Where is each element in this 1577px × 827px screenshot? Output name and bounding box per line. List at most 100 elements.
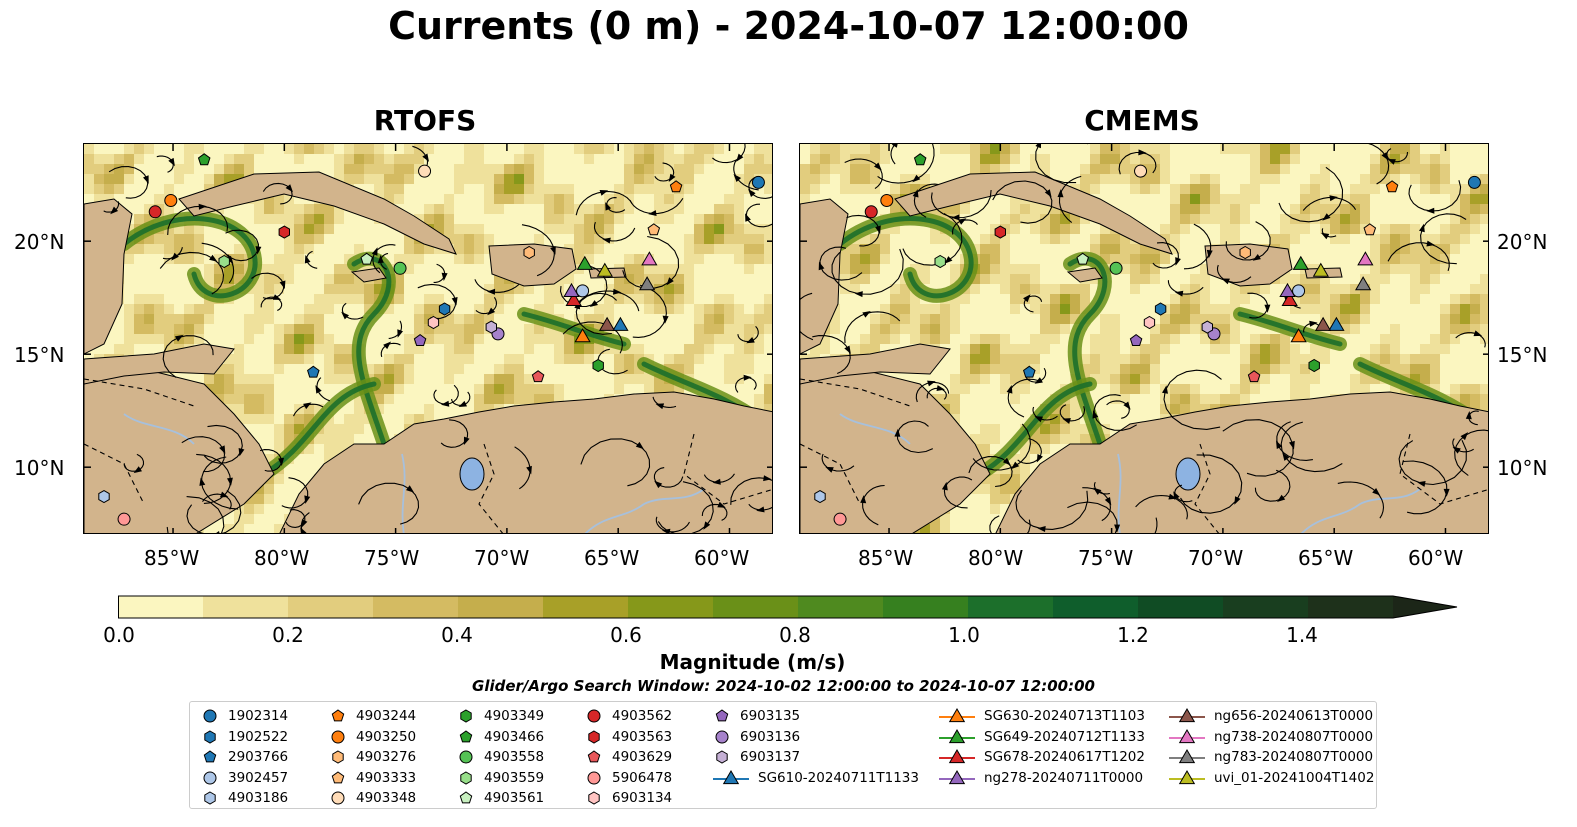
legend-marker — [332, 750, 344, 764]
streamline-arrow — [1419, 223, 1425, 233]
streamline-arrow — [383, 341, 392, 350]
streamline-arrow — [143, 175, 149, 184]
argo-float-1902314 — [1467, 175, 1481, 189]
streamline-arrow — [875, 225, 881, 234]
legend-item: uvi_01-20241004T1402 — [1168, 768, 1374, 788]
colorbar-segment — [713, 596, 799, 618]
legend: 1902314 1902522 2903766 3902457 4903186 49032… — [189, 701, 1377, 809]
map-panel-rtofs — [83, 143, 773, 534]
strong-current-bands — [117, 211, 771, 481]
streamline-arrow — [662, 315, 669, 324]
streamline-arrow — [733, 174, 742, 182]
streamline-arrow — [1006, 385, 1013, 394]
legend-label: ng656-20240613T0000 — [1214, 708, 1374, 724]
legend-marker — [948, 728, 966, 743]
colorbar-gradient — [118, 595, 1458, 619]
axis-ticks — [800, 144, 1488, 533]
streamline-arrow — [1168, 493, 1177, 500]
legend-marker-hexagon-icon — [204, 729, 216, 744]
streamline-arrow — [1036, 454, 1043, 463]
glider-SG678-20240617T1202 — [565, 291, 582, 306]
legend-marker — [587, 709, 601, 723]
lat-tick-label: 20°N — [1497, 230, 1548, 254]
argo-float-1902314 — [751, 175, 765, 189]
panel-title-rtofs: RTOFS — [373, 104, 477, 137]
legend-item: 6903135 — [712, 706, 800, 726]
legend-marker — [203, 750, 217, 763]
streamline-arrow — [304, 255, 311, 264]
colorbar-segment — [203, 596, 289, 618]
streamline-arrow — [745, 213, 751, 222]
streamline-arrow — [209, 254, 218, 262]
streamline-arrow — [756, 506, 765, 513]
streamline-arrow — [1092, 410, 1099, 419]
streamline-arrow — [441, 400, 450, 407]
colorbar-tick-label: 0.4 — [441, 623, 473, 647]
legend-marker — [1178, 728, 1196, 743]
legend-item: ng783-20240807T0000 — [1168, 747, 1373, 767]
colorbar-segment — [1138, 596, 1224, 618]
legend-item: 4903562 — [584, 706, 672, 726]
glider-SG630-20240713T1103 — [1290, 328, 1307, 343]
search-window-caption: Glider/Argo Search Window: 2024-10-02 12… — [472, 677, 1095, 695]
streamline-arrow — [171, 252, 179, 261]
argo-float-4903561 — [1076, 252, 1089, 265]
argo-float-4903348 — [1134, 164, 1148, 178]
streamline-arrow — [746, 337, 755, 344]
streamline-arrow — [1162, 385, 1168, 394]
legend-item: 3902457 — [200, 768, 288, 788]
glider-uvi_01-20241004T1402 — [596, 262, 613, 277]
streamline-arrow — [458, 400, 467, 407]
streamline-arrow — [1037, 526, 1046, 532]
argo-float-3902457 — [1292, 284, 1306, 298]
colorbar-segment — [628, 596, 714, 618]
lon-tick-label: 60°W — [694, 546, 750, 570]
legend-marker — [1178, 749, 1196, 764]
lon-tick-label: 80°W — [968, 546, 1024, 570]
colorbar-segment — [883, 596, 969, 618]
argo-float-4903629 — [531, 370, 545, 383]
argo-float-2903766 — [307, 365, 320, 378]
lon-tick-label: 85°W — [144, 546, 200, 570]
argo-float-markers — [98, 153, 765, 526]
legend-marker-hexagon-icon — [716, 750, 728, 764]
legend-item: 2903766 — [200, 747, 288, 767]
legend-label: 6903135 — [740, 708, 801, 724]
streamline-arrow — [1276, 440, 1283, 449]
streamline-arrow — [1034, 377, 1043, 384]
colorbar-tick-label: 0.0 — [103, 623, 135, 647]
streamline-arrow — [441, 272, 448, 281]
legend-marker-triangle-icon — [713, 769, 749, 784]
streamline-arrow — [219, 445, 226, 454]
colorbar-extend-arrow — [1393, 596, 1457, 618]
argo-float-6903137 — [485, 320, 497, 334]
colorbar-segment — [118, 596, 204, 618]
legend-marker-triangle-icon — [939, 708, 975, 723]
legend-item: 1902314 — [200, 706, 288, 726]
legend-label: 4903629 — [612, 749, 673, 765]
argo-float-4903558 — [393, 261, 407, 275]
streamline-arrow — [743, 374, 752, 381]
legend-marker-hexagon-icon — [588, 791, 600, 805]
argo-float-4903276 — [1239, 245, 1251, 260]
glider-ng656-20240613T0000 — [598, 316, 616, 331]
legend-label: 4903563 — [612, 728, 673, 745]
streamline-arrow — [133, 466, 142, 474]
currents-map-cmems — [800, 144, 1488, 533]
argo-float-4903466 — [197, 153, 211, 166]
legend-marker-circle-icon — [203, 709, 217, 723]
streamline-arrow — [463, 436, 470, 446]
legend-label: 4903559 — [484, 769, 545, 786]
lon-tick-label: 75°W — [364, 546, 420, 570]
legend-marker — [715, 730, 729, 743]
colorbar — [118, 595, 1458, 619]
streamline-arrow — [377, 254, 384, 263]
glider-SG610-20240711T1133 — [612, 316, 629, 331]
legend-item: ng278-20240711T0000 — [938, 768, 1143, 788]
legend-item: 6903134 — [584, 788, 672, 808]
legend-marker — [203, 709, 217, 723]
legend-item: 4903466 — [456, 727, 544, 747]
streamline-arrow — [736, 153, 744, 162]
legend-marker — [460, 709, 472, 723]
streamline-arrow — [844, 345, 851, 354]
